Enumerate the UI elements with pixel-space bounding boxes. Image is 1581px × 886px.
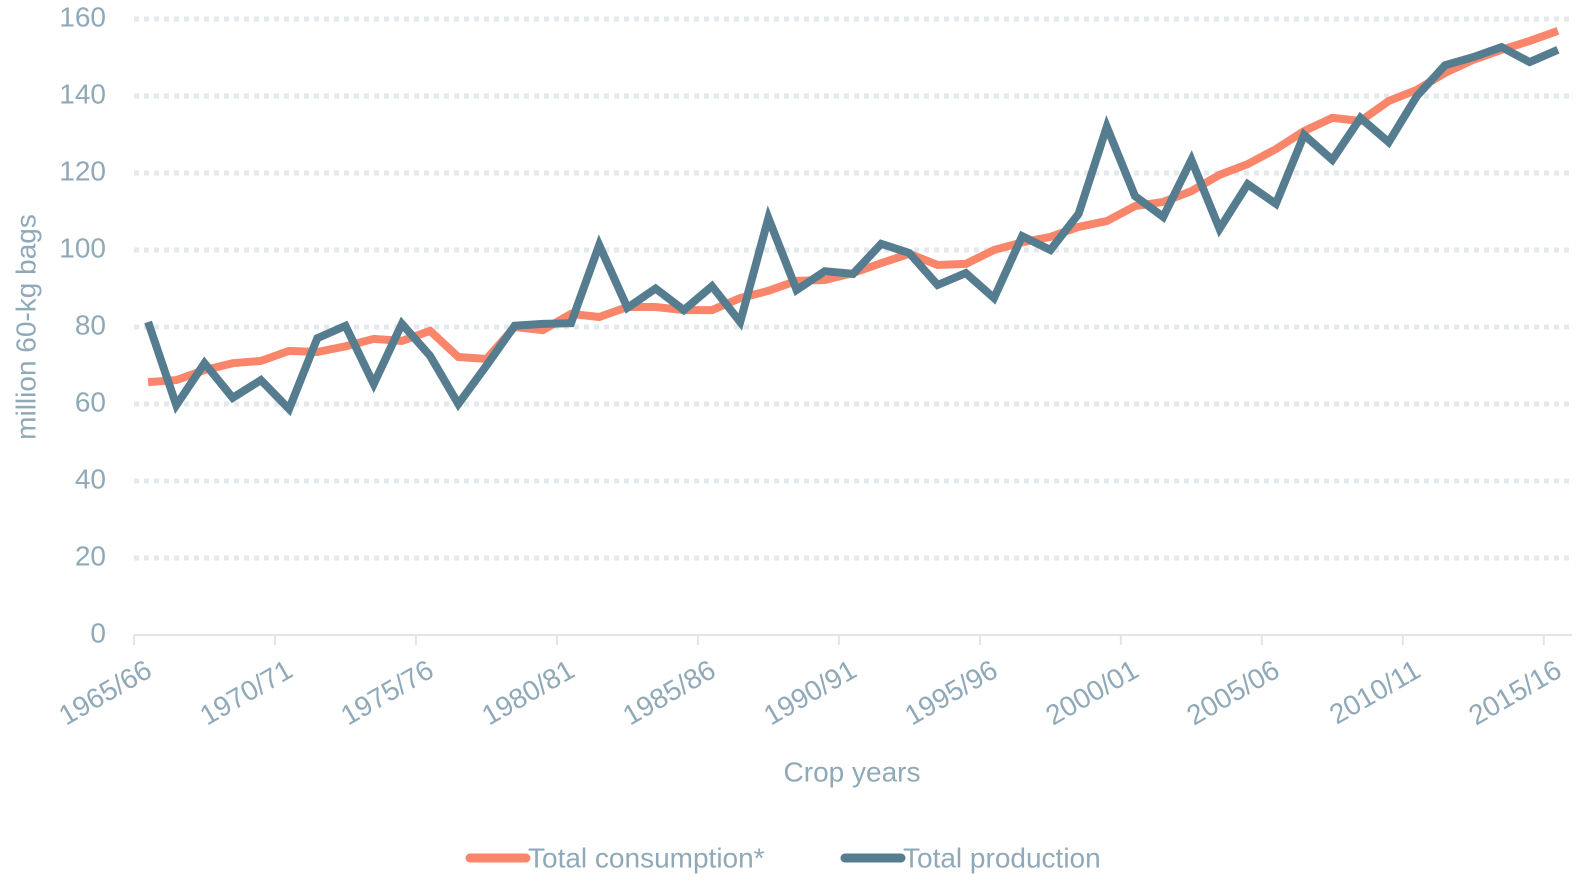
x-tick-label: 1995/96 — [899, 654, 1002, 731]
y-tick-label: 160 — [59, 1, 106, 32]
x-axis-title: Crop years — [784, 756, 921, 787]
y-axis-title: million 60-kg bags — [10, 214, 41, 440]
y-tick-label: 20 — [75, 540, 106, 571]
y-tick-label: 60 — [75, 386, 106, 417]
x-tick-label: 2015/16 — [1463, 654, 1566, 731]
x-tick-label: 1975/76 — [335, 654, 438, 731]
line-series — [144, 42, 1560, 417]
x-tick-label: 1985/86 — [617, 654, 720, 731]
x-tick-label: 2000/01 — [1040, 654, 1143, 731]
x-tick-label: 1980/81 — [476, 654, 579, 731]
x-tick-label: 2005/06 — [1181, 654, 1284, 731]
y-tick-label: 0 — [90, 617, 106, 648]
x-tick-label: 1965/66 — [54, 654, 157, 731]
y-tick-label: 120 — [59, 155, 106, 186]
y-tick-label: 80 — [75, 309, 106, 340]
x-tick-label: 1970/71 — [195, 654, 298, 731]
y-tick-label: 140 — [59, 78, 106, 109]
x-tick-label: 2010/11 — [1324, 654, 1425, 730]
legend-label: Total consumption* — [528, 842, 765, 873]
x-tick-label: 1990/91 — [758, 654, 861, 731]
y-tick-label: 100 — [59, 232, 106, 263]
y-tick-label: 40 — [75, 463, 106, 494]
legend-label: Total production — [903, 842, 1101, 873]
